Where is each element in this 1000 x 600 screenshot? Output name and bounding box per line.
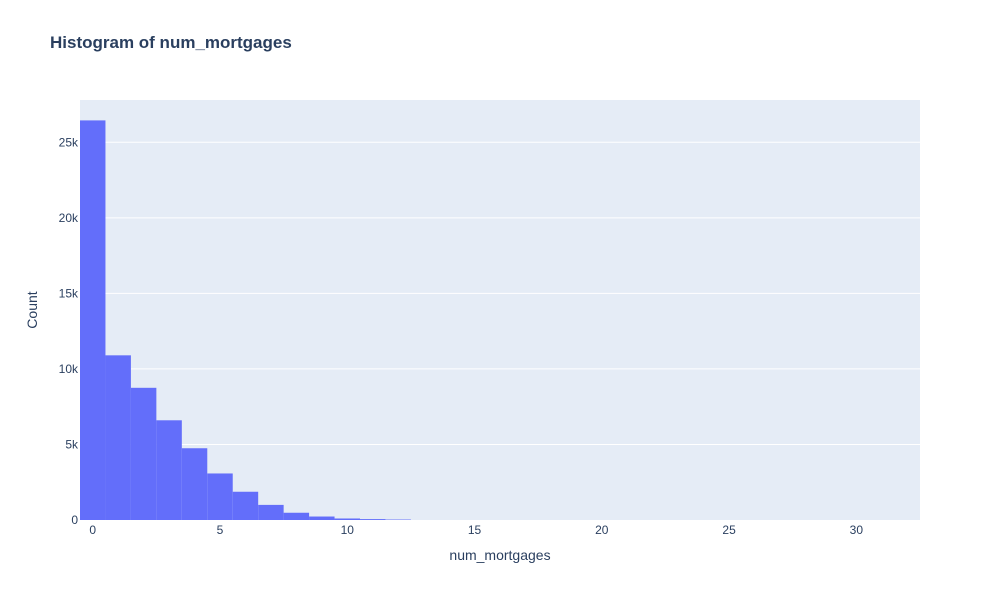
histogram-bar[interactable] [360, 519, 386, 520]
grid-lines [80, 141, 920, 445]
y-tick-label: 15k [59, 286, 79, 300]
x-tick-labels: 0 5 10 15 20 25 30 [89, 523, 863, 537]
x-tick-label: 30 [850, 523, 864, 537]
histogram-bar[interactable] [258, 504, 284, 520]
x-axis-title: num_mortgages [449, 547, 550, 563]
y-tick-label: 20k [59, 211, 79, 225]
x-tick-label: 0 [89, 523, 96, 537]
histogram-bar[interactable] [80, 120, 106, 520]
histogram-bar[interactable] [207, 473, 233, 520]
bars [80, 120, 411, 520]
histogram-bar[interactable] [156, 420, 182, 520]
histogram-bar[interactable] [105, 355, 131, 520]
x-tick-label: 25 [722, 523, 736, 537]
histogram-bar[interactable] [334, 518, 360, 520]
x-tick-label: 20 [595, 523, 609, 537]
histogram-bar[interactable] [283, 512, 310, 520]
plot-background [80, 100, 920, 520]
x-tick-label: 10 [341, 523, 355, 537]
y-tick-label: 25k [59, 135, 79, 149]
y-tick-labels: 0 5k 10k 15k 20k 25k [59, 135, 79, 527]
y-tick-label: 0 [71, 513, 78, 527]
y-tick-label: 5k [65, 437, 79, 451]
chart-title: Histogram of num_mortgages [50, 33, 292, 52]
histogram-bar[interactable] [232, 491, 259, 520]
y-axis-title: Count [24, 291, 40, 328]
y-tick-label: 10k [59, 362, 79, 376]
histogram-bar[interactable] [309, 516, 335, 520]
x-tick-label: 15 [468, 523, 482, 537]
histogram-bar[interactable] [130, 387, 157, 520]
x-tick-label: 5 [217, 523, 224, 537]
histogram-bar[interactable] [181, 448, 208, 520]
